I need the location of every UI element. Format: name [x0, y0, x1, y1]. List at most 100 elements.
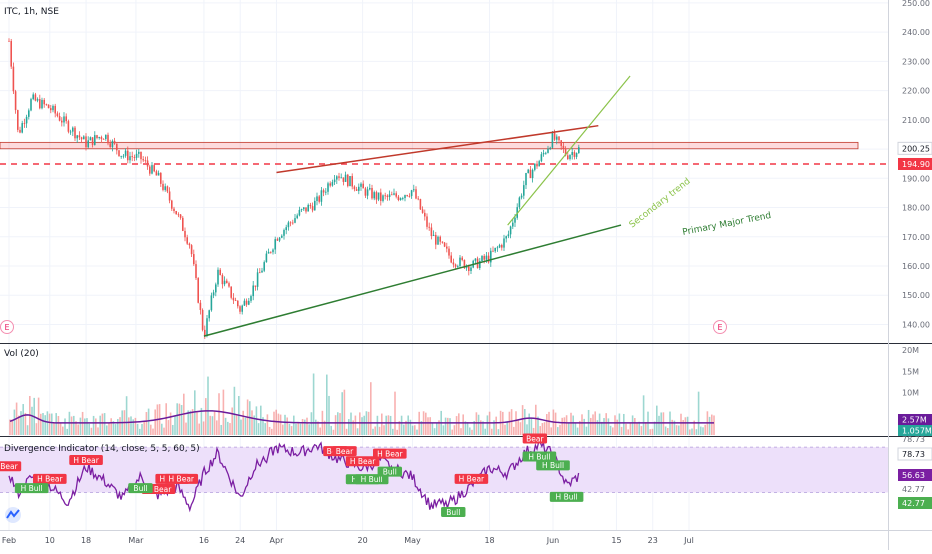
- volume-bar: [348, 419, 350, 435]
- candle-body: [512, 222, 514, 227]
- volume-bar: [612, 427, 614, 435]
- volume-bar: [48, 413, 51, 435]
- resistance-zone-rect[interactable]: [0, 141, 859, 150]
- indicator-value-tag[interactable]: 78.73: [897, 447, 932, 461]
- bull-signal-tag[interactable]: Bull: [128, 483, 153, 494]
- candle-body: [549, 147, 551, 149]
- candle-body: [439, 236, 441, 242]
- volume-bar: [132, 419, 134, 435]
- signal-tag-bg: [536, 460, 570, 471]
- candle-body: [391, 194, 393, 196]
- last-price-tag[interactable]: 200.25: [897, 141, 932, 155]
- volume-bar: [686, 416, 689, 435]
- candle-body: [349, 176, 351, 187]
- earnings-circle[interactable]: [713, 320, 727, 334]
- candle-body: [298, 209, 301, 216]
- bear-signal-tag[interactable]: H Bear: [33, 473, 67, 484]
- signal-tag-label: H Bull: [361, 475, 383, 484]
- volume-bar: [341, 392, 343, 435]
- bull-signal-tag[interactable]: H Bull: [549, 491, 584, 502]
- volume-bar: [396, 429, 398, 435]
- volume-bar: [106, 425, 108, 435]
- volume-ma-tag[interactable]: 2.57M: [898, 414, 932, 425]
- volume-bar: [77, 424, 79, 435]
- time-axis[interactable]: Feb 10 18 Mar 16 24 Apr 20 May 18 Jun 15 23 Jul: [2, 536, 694, 545]
- candle-body: [468, 265, 470, 271]
- volume-bar: [319, 427, 321, 435]
- bull-signal-tag[interactable]: Bull: [377, 466, 402, 477]
- price-axis[interactable]: 250.00240.00230.00220.00210.00200.00190.…: [897, 0, 932, 509]
- bear-signal-tag[interactable]: H Bear: [345, 456, 380, 467]
- candle-body: [509, 226, 512, 235]
- candle-body: [34, 94, 37, 101]
- volume-bar: [394, 391, 396, 435]
- volume-bar: [57, 415, 60, 435]
- date-tick-label: 24: [235, 536, 245, 545]
- volume-bar: [678, 425, 680, 435]
- signal-tag-label: H Bear: [377, 449, 403, 458]
- bear-signal-tag[interactable]: H Bear: [69, 454, 103, 465]
- volume-bar: [579, 420, 581, 435]
- date-tick-label: Mar: [128, 536, 144, 545]
- candle-body: [173, 208, 175, 212]
- volume-last-tag-bg: [898, 425, 932, 436]
- volume-bar: [95, 418, 97, 435]
- candle-body: [518, 197, 521, 208]
- volume-bar: [708, 416, 711, 435]
- volume-bar: [451, 429, 453, 435]
- bull-signal-tag[interactable]: H Bull: [14, 483, 49, 494]
- volume-bar: [574, 423, 577, 435]
- volume-bar: [277, 413, 280, 435]
- earnings-circle[interactable]: [0, 320, 14, 334]
- secondary-trend-line[interactable]: [507, 75, 631, 226]
- indicator-value-tag[interactable]: 56.63: [898, 469, 932, 481]
- bear-signal-tag[interactable]: Bear: [0, 461, 22, 472]
- signal-tag-label: Bull: [446, 508, 460, 517]
- candle-body: [168, 191, 171, 201]
- candle-body: [278, 237, 281, 241]
- indicator-tag-label: 78.73: [902, 450, 925, 459]
- bull-signal-tag[interactable]: Bull: [441, 507, 466, 518]
- volume-bar: [464, 421, 467, 435]
- bear-signal-tag[interactable]: Bear: [332, 446, 357, 457]
- candle-body: [155, 171, 158, 176]
- earnings-marker-2[interactable]: E: [713, 320, 727, 334]
- bull-signal-tag[interactable]: H Bull: [536, 460, 570, 471]
- level-price-tag[interactable]: 194.90: [898, 157, 932, 170]
- volume-last-tag[interactable]: 1.057M: [898, 425, 932, 436]
- candle-body: [67, 121, 70, 132]
- candle-body: [457, 266, 459, 267]
- candle-body: [116, 143, 118, 151]
- trend-lines[interactable]: [203, 75, 631, 337]
- volume-bar: [713, 415, 715, 435]
- candle-body: [342, 177, 345, 182]
- volume-bar: [620, 426, 623, 435]
- candle-body: [496, 247, 499, 249]
- volume-bar: [675, 425, 678, 435]
- bull-signal-tag[interactable]: H Bull: [354, 474, 389, 485]
- primary-trend-line[interactable]: [203, 224, 622, 337]
- volume-ma-tag-label: 2.57M: [902, 416, 927, 425]
- indicator-value-tag[interactable]: 42.77: [898, 497, 932, 509]
- tradingview-logo-icon[interactable]: [5, 507, 21, 523]
- candle-body: [217, 269, 219, 285]
- volume-bar: [84, 418, 86, 435]
- earnings-marker-1[interactable]: E: [0, 320, 14, 334]
- signal-tag-label: H Bear: [459, 475, 485, 484]
- resistance-trend-line[interactable]: [276, 124, 599, 174]
- candle-body: [164, 186, 166, 190]
- volume-bar: [603, 418, 605, 435]
- candle-body: [362, 183, 364, 189]
- candle-body: [283, 230, 285, 236]
- candle-body: [135, 153, 138, 158]
- bear-signal-tag[interactable]: Bear: [522, 433, 548, 444]
- bull-signal-tag[interactable]: H Bull: [522, 451, 557, 462]
- bear-signal-tag[interactable]: H Bear: [164, 473, 199, 484]
- candle-body: [144, 160, 147, 162]
- candle-body: [254, 285, 257, 287]
- bear-signal-tag[interactable]: H Bear: [454, 473, 489, 484]
- bear-signal-tag[interactable]: H Bear: [373, 448, 407, 459]
- price-tick-label: 240.00: [902, 28, 930, 37]
